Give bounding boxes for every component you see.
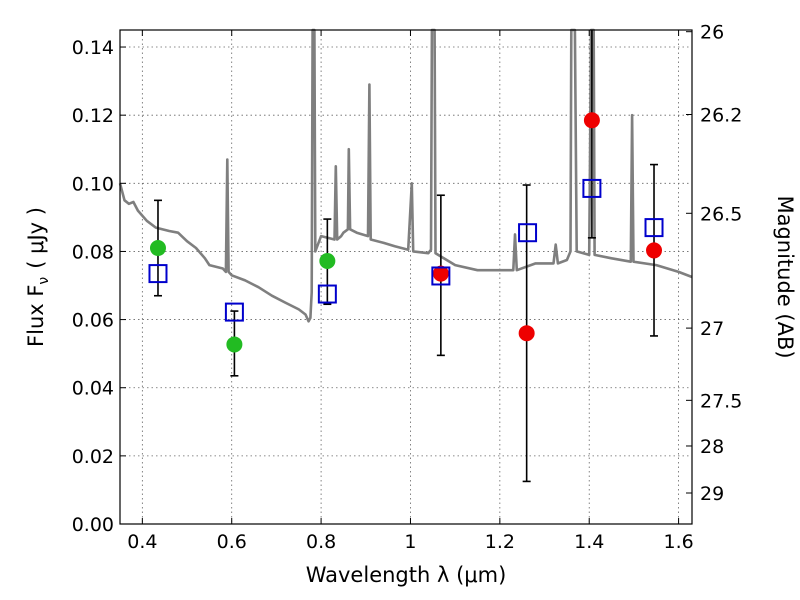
x-tick-label: 1.2 xyxy=(485,531,515,553)
y-tick-label: 0.06 xyxy=(72,310,114,332)
x-tick-label: 1.4 xyxy=(574,531,604,553)
data-point-circle xyxy=(518,325,535,342)
y-tick-label: 0.08 xyxy=(72,241,114,263)
x-tick-label: 1 xyxy=(404,531,416,553)
data-point-square xyxy=(317,284,337,304)
data-point-circle xyxy=(646,242,663,259)
y2-tick-label: 26.2 xyxy=(700,104,742,126)
y2-tick-label: 28 xyxy=(700,436,724,458)
y-axis-title-unit: ( μJy ) xyxy=(24,207,48,269)
y-tick-label: 0.00 xyxy=(72,514,114,536)
model-spectrum xyxy=(118,28,693,323)
y2-tick-label: 26 xyxy=(700,22,724,44)
x-tick-label: 0.8 xyxy=(306,531,336,553)
y-tick-label: 0.14 xyxy=(72,37,114,59)
data-point-circle xyxy=(319,252,336,269)
y2-axis-title: Magnitude (AB) xyxy=(773,195,797,358)
data-point-square xyxy=(431,266,451,286)
y-tick-label: 0.02 xyxy=(72,446,114,468)
y-axis-title-main: Flux F xyxy=(24,285,48,347)
data-point-square xyxy=(224,302,244,322)
data-point-circle xyxy=(149,240,166,257)
y-axis-title: Flux Fν ( μJy ) xyxy=(24,207,52,347)
y-tick-label: 0.10 xyxy=(72,173,114,195)
x-tick-label: 1.6 xyxy=(663,531,693,553)
data-point-circle xyxy=(583,112,600,129)
x-tick-label: 0.4 xyxy=(127,531,157,553)
data-point-square xyxy=(148,264,168,284)
y2-tick-label: 29 xyxy=(700,483,724,505)
y2-tick-label: 26.5 xyxy=(700,203,742,225)
x-tick-label: 0.6 xyxy=(217,531,247,553)
y-tick-label: 0.04 xyxy=(72,378,114,400)
data-point-square xyxy=(644,218,664,238)
y-tick-label: 0.12 xyxy=(72,105,114,127)
model-spectrum-line xyxy=(118,28,693,323)
grid-lines xyxy=(120,30,692,524)
y2-tick-label: 27 xyxy=(700,318,724,340)
data-markers xyxy=(148,112,664,353)
plot-frame xyxy=(119,29,693,525)
data-point-square xyxy=(518,223,538,243)
data-point-circle xyxy=(226,336,243,353)
data-point-square xyxy=(582,178,602,198)
x-axis-title: Wavelength λ (μm) xyxy=(306,563,507,587)
y-axis-title-subscript: ν xyxy=(36,277,52,285)
y2-tick-label: 27.5 xyxy=(700,390,742,412)
axis-ticks: 0.4 0.6 0.8 1 1.2 1.4 1.6 0.00 0.02 0.04 0.06 0.08 0… xyxy=(72,22,743,553)
